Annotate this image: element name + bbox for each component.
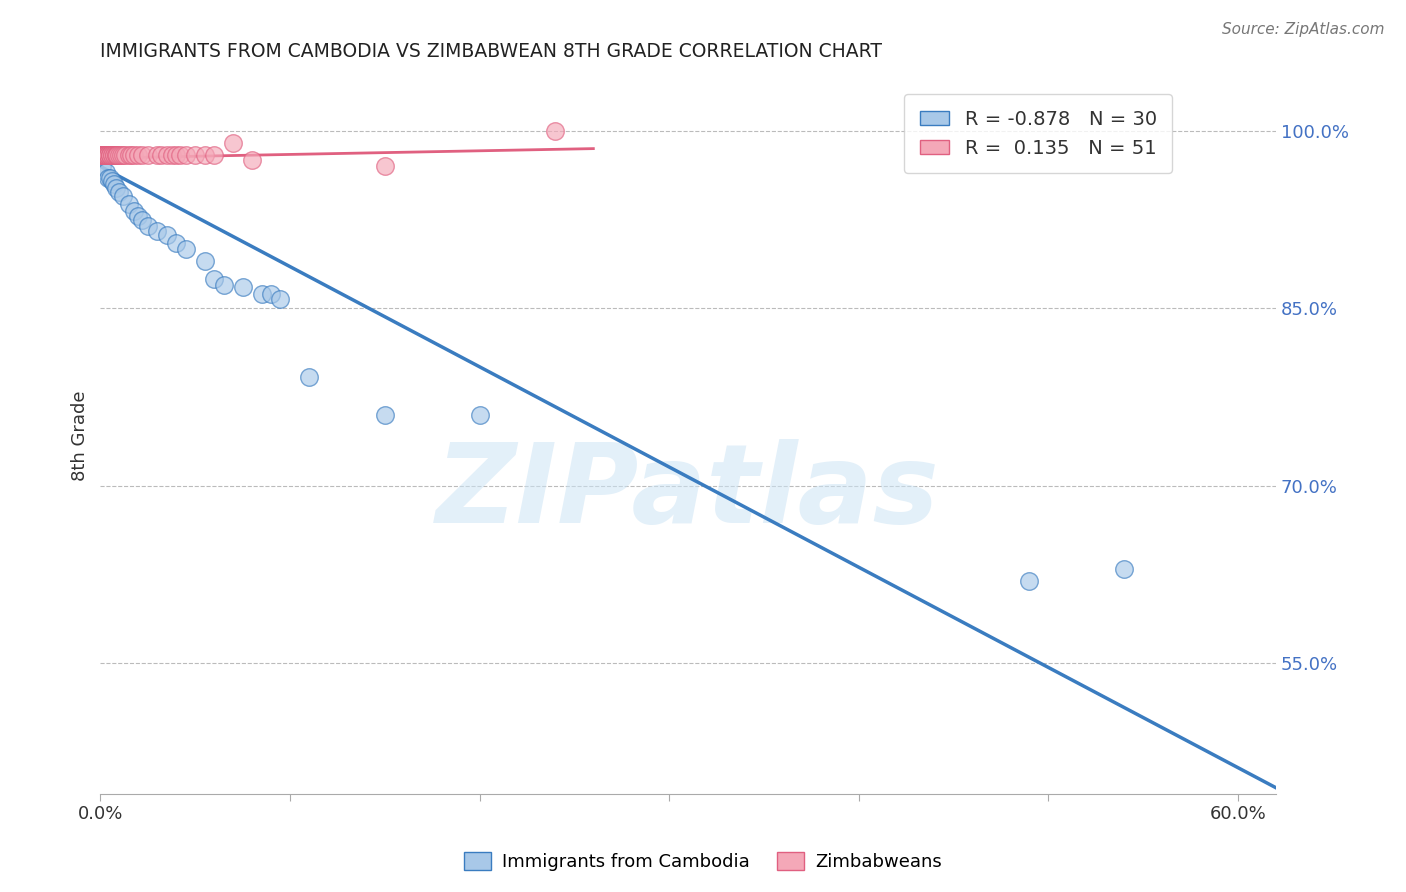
Point — [156, 147, 179, 161]
Point — [93, 147, 115, 161]
Point — [222, 136, 245, 150]
Point — [156, 227, 179, 242]
Point — [120, 147, 142, 161]
Point — [162, 147, 184, 161]
Legend: R = -0.878   N = 30, R =  0.135   N = 51: R = -0.878 N = 30, R = 0.135 N = 51 — [904, 95, 1173, 173]
Point — [91, 147, 114, 161]
Point — [174, 147, 197, 161]
Point — [374, 408, 396, 422]
Point — [91, 147, 114, 161]
Point — [165, 236, 187, 251]
Point — [112, 147, 135, 161]
Point — [136, 219, 159, 233]
Point — [112, 189, 135, 203]
Point — [94, 147, 117, 161]
Point — [118, 197, 141, 211]
Point — [98, 171, 121, 186]
Point — [91, 147, 114, 161]
Point — [103, 147, 125, 161]
Point — [107, 147, 129, 161]
Point — [93, 147, 115, 161]
Point — [150, 147, 173, 161]
Point — [124, 204, 146, 219]
Point — [94, 147, 117, 161]
Point — [374, 160, 396, 174]
Point — [212, 277, 235, 292]
Point — [97, 147, 120, 161]
Point — [260, 287, 283, 301]
Point — [93, 147, 115, 161]
Point — [118, 147, 141, 161]
Text: ZIPatlas: ZIPatlas — [436, 440, 941, 547]
Point — [91, 147, 114, 161]
Text: IMMIGRANTS FROM CAMBODIA VS ZIMBABWEAN 8TH GRADE CORRELATION CHART: IMMIGRANTS FROM CAMBODIA VS ZIMBABWEAN 8… — [100, 42, 883, 61]
Point — [184, 147, 207, 161]
Point — [104, 147, 127, 161]
Point — [98, 147, 121, 161]
Point — [110, 147, 132, 161]
Point — [1018, 574, 1040, 588]
Point — [94, 147, 117, 161]
Point — [104, 180, 127, 194]
Point — [94, 165, 117, 179]
Point — [194, 254, 217, 268]
Point — [202, 147, 225, 161]
Point — [232, 280, 254, 294]
Text: Source: ZipAtlas.com: Source: ZipAtlas.com — [1222, 22, 1385, 37]
Point — [269, 292, 291, 306]
Point — [124, 147, 146, 161]
Point — [98, 147, 121, 161]
Point — [97, 147, 120, 161]
Point — [93, 147, 115, 161]
Point — [131, 212, 153, 227]
Point — [174, 242, 197, 256]
Point — [298, 370, 321, 384]
Point — [1114, 562, 1136, 576]
Point — [104, 147, 127, 161]
Point — [169, 147, 191, 161]
Point — [97, 147, 120, 161]
Point — [127, 147, 149, 161]
Point — [100, 147, 122, 161]
Point — [146, 224, 169, 238]
Point — [100, 147, 122, 161]
Point — [468, 408, 491, 422]
Point — [131, 147, 153, 161]
Point — [97, 171, 120, 186]
Point — [91, 160, 114, 174]
Point — [108, 186, 131, 200]
Point — [103, 177, 125, 191]
Point — [108, 147, 131, 161]
Point — [100, 173, 122, 187]
Point — [146, 147, 169, 161]
Point — [103, 147, 125, 161]
Point — [165, 147, 187, 161]
Point — [114, 147, 136, 161]
Point — [94, 147, 117, 161]
Point — [194, 147, 217, 161]
Legend: Immigrants from Cambodia, Zimbabweans: Immigrants from Cambodia, Zimbabweans — [457, 845, 949, 879]
Point — [127, 209, 149, 223]
Point — [91, 147, 114, 161]
Point — [136, 147, 159, 161]
Point — [544, 124, 567, 138]
Point — [98, 147, 121, 161]
Point — [240, 153, 263, 168]
Point — [93, 147, 115, 161]
Point — [202, 272, 225, 286]
Point — [250, 287, 273, 301]
Y-axis label: 8th Grade: 8th Grade — [72, 391, 89, 481]
